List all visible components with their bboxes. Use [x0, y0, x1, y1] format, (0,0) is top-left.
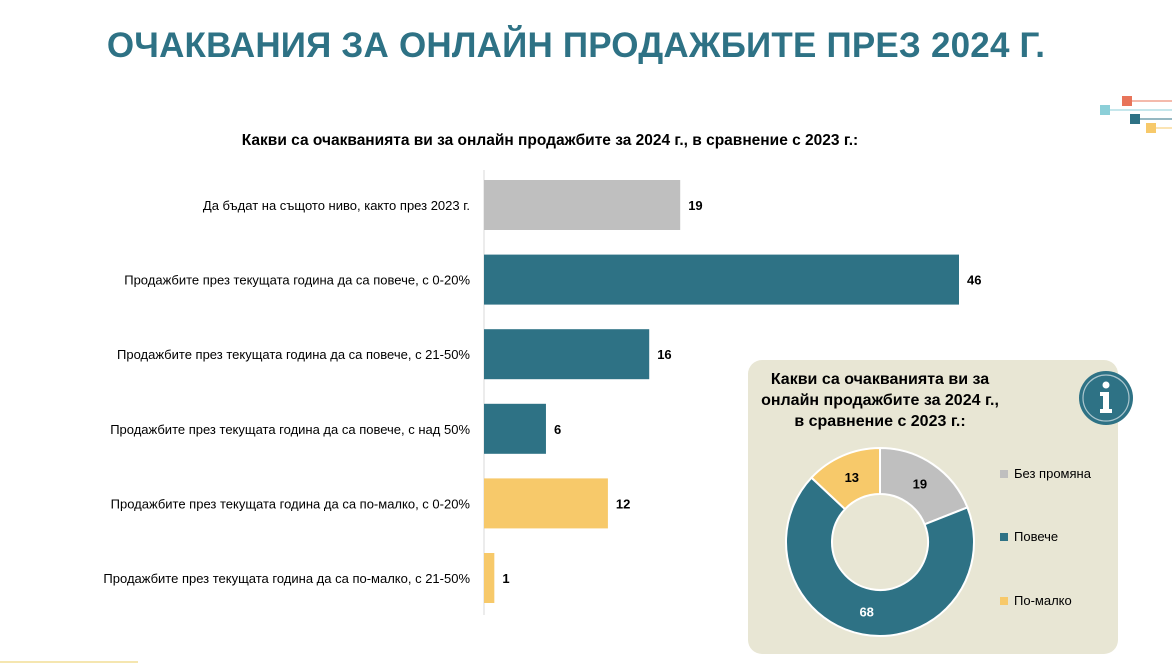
slice-data-label: 19 — [913, 476, 927, 491]
bar — [484, 478, 608, 529]
page-title: ОЧАКВАНИЯ ЗА ОНЛАЙН ПРОДАЖБИТЕ ПРЕЗ 2024… — [106, 26, 1046, 65]
legend-label: Повече — [1014, 529, 1059, 544]
footer-accent-line — [0, 661, 138, 663]
donut-title-line-2: онлайн продажбите за 2024 г., — [761, 392, 999, 409]
category-label: Да бъдат на същото ниво, както през 2023… — [203, 198, 470, 213]
category-label: Продажбите през текущата година да са по… — [111, 496, 471, 511]
slice-data-label: 13 — [845, 470, 859, 485]
slice-data-label: 68 — [859, 605, 873, 620]
legend-item-no-change: Без промяна — [1000, 466, 1091, 481]
bar-data-label: 6 — [554, 422, 561, 437]
bar — [484, 180, 681, 230]
donut-chart-title: Какви са очакванията ви за онлайн продаж… — [760, 369, 1000, 432]
category-label: Продажбите през текущата година да са по… — [117, 347, 470, 362]
donut-slice — [785, 476, 975, 637]
donut-title-line-1: Какви са очакванията ви за — [770, 371, 990, 388]
category-label: Продажбите през текущата година да са по… — [110, 422, 470, 437]
bar-data-label: 12 — [616, 496, 630, 511]
legend-label: Без промяна — [1014, 466, 1091, 481]
bar-data-label: 16 — [657, 347, 671, 362]
bar — [484, 403, 546, 454]
decorative-squares-icon — [1100, 96, 1172, 133]
donut-slice — [810, 446, 881, 511]
bar — [484, 553, 495, 603]
category-label: Продажбите през текущата година да са по… — [124, 273, 470, 288]
legend-swatch-teal — [1000, 532, 1008, 541]
legend-item-more: Повече — [1000, 529, 1058, 544]
info-icon — [1079, 371, 1133, 425]
bar-data-label: 1 — [502, 571, 509, 586]
bar — [484, 329, 650, 380]
legend-label: По-малко — [1014, 593, 1072, 608]
donut-chart: 19 68 13 — [785, 446, 975, 637]
legend-item-less: По-малко — [1000, 593, 1072, 608]
bar-chart-title: Какви са очакванията ви за онлайн продаж… — [241, 132, 859, 149]
bar-data-label: 46 — [967, 273, 981, 288]
category-label: Продажбите през текущата година да са по… — [103, 571, 470, 586]
legend-swatch-yellow — [1000, 596, 1008, 605]
bar — [484, 254, 959, 305]
donut-title-line-3: в сравнение с 2023 г.: — [794, 413, 966, 430]
legend-swatch-gray — [1000, 469, 1008, 478]
bar-data-label: 19 — [688, 198, 702, 213]
